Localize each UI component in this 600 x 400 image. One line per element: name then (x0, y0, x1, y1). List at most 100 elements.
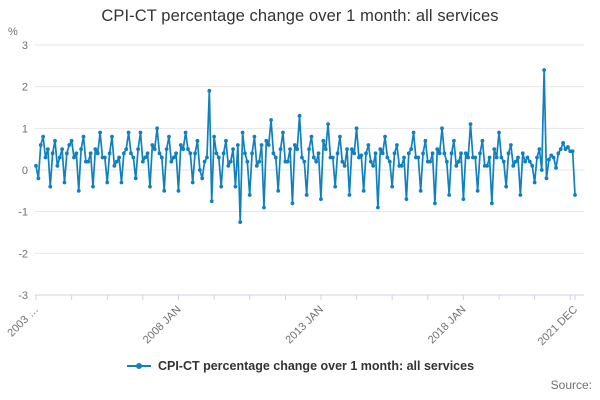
series-point (178, 143, 183, 147)
series-point (485, 163, 490, 168)
series-point (501, 159, 506, 164)
series-point (243, 151, 247, 156)
series-point (169, 159, 174, 164)
series-point (461, 197, 466, 202)
series-point (93, 147, 98, 152)
legend-line-marker-icon (126, 363, 151, 369)
series-point (492, 147, 497, 152)
y-axis-unit-label: % (8, 26, 18, 38)
series-point (551, 155, 556, 160)
plot-area[interactable]: 3 2 1 0 -1 -2 -3 2003 … 2008 JAN 2013 JAN 2018 JAN… (0, 0, 600, 348)
series-point (150, 143, 155, 147)
series-point (219, 184, 224, 189)
series-point (176, 188, 181, 193)
series-point (304, 193, 309, 197)
series-point (205, 155, 209, 160)
series-point (212, 134, 216, 139)
series-point (288, 147, 292, 152)
series-point (79, 147, 84, 152)
series-point (416, 155, 421, 160)
series-point (497, 130, 501, 135)
series-point (221, 151, 226, 156)
series-point (233, 184, 238, 189)
series-point (271, 151, 276, 156)
series-point (74, 151, 79, 156)
series-point (406, 151, 411, 156)
series-point (207, 88, 212, 93)
series-point (385, 155, 390, 160)
series-point (290, 201, 295, 206)
series-point (126, 130, 131, 135)
series-point (518, 193, 523, 197)
series-point (539, 168, 544, 172)
series-point (240, 130, 245, 135)
series-point (209, 199, 214, 204)
series-point (352, 151, 357, 156)
series-point (190, 180, 195, 185)
series-point (45, 147, 50, 152)
series-point (349, 147, 354, 152)
x-axis-label: 2008 JAN (141, 304, 184, 347)
series-point (480, 138, 485, 143)
series-point (402, 155, 406, 160)
series-point (250, 151, 254, 156)
series-point (129, 151, 133, 156)
series-point (148, 184, 152, 189)
series-point (335, 151, 340, 156)
series-point (34, 163, 38, 168)
series-point (152, 147, 157, 152)
series-point (174, 151, 178, 156)
legend[interactable]: CPI-CT percentage change over 1 month: a… (0, 359, 600, 373)
series-point (411, 130, 416, 135)
series-point (330, 155, 335, 160)
series-point (119, 180, 124, 185)
series-point (354, 126, 359, 131)
series-point (159, 155, 164, 160)
series-point (511, 163, 516, 168)
series-point (266, 143, 271, 147)
series-point (323, 147, 328, 152)
series-point (262, 205, 266, 210)
x-axis-label: 2021 DEC (536, 304, 580, 348)
series-point (143, 155, 148, 160)
series-point (195, 138, 200, 143)
series-point (157, 151, 162, 156)
series-point (435, 147, 440, 152)
series-point (181, 147, 186, 152)
series-point (110, 134, 114, 139)
series-point (444, 159, 449, 164)
series-point (456, 159, 461, 164)
y-axis-label: 3 (22, 40, 28, 52)
series-point (57, 155, 62, 160)
series-point (245, 159, 250, 164)
series-point (478, 151, 482, 156)
series-point (254, 163, 259, 168)
y-axis-label: 0 (22, 165, 28, 177)
series-point (140, 159, 145, 164)
series-point (36, 176, 41, 181)
series-point (554, 166, 558, 170)
legend-label: CPI-CT percentage change over 1 month: a… (157, 359, 475, 373)
series-point (319, 197, 323, 202)
series-point (409, 147, 414, 152)
series-point (300, 155, 304, 160)
series-point (102, 155, 107, 160)
series-point (504, 184, 509, 189)
series-point (437, 151, 442, 156)
series-point (307, 147, 311, 152)
series-point (214, 151, 219, 156)
series-point (523, 159, 528, 164)
series-point (489, 201, 494, 206)
series-point (468, 122, 473, 127)
x-axis-label: 2003 … (5, 304, 41, 340)
series-point (387, 159, 392, 164)
series-line (35, 69, 576, 223)
series-point (338, 134, 342, 139)
series-point (573, 193, 577, 197)
series-point (41, 134, 46, 139)
series-point (235, 143, 240, 147)
series-point (107, 151, 112, 156)
series-point (238, 220, 243, 224)
series-point (50, 151, 55, 156)
